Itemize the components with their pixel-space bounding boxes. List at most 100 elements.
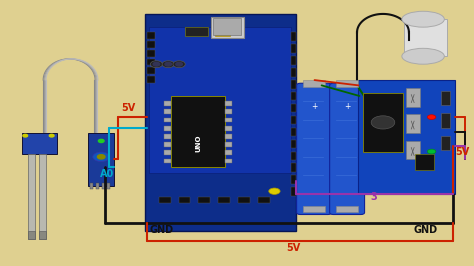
Text: UNO: UNO [195,135,201,152]
Circle shape [150,61,163,68]
Bar [88,133,114,186]
Bar [149,27,291,173]
Bar [291,104,296,112]
FancyBboxPatch shape [297,83,331,214]
Bar [291,32,296,41]
Bar [291,80,296,89]
Circle shape [49,134,54,137]
Bar [22,133,57,154]
Bar [218,197,230,203]
Bar [225,126,232,131]
Bar [147,41,155,48]
Bar [225,118,232,122]
Circle shape [93,152,109,161]
Bar [147,76,155,83]
Bar [291,56,296,65]
Circle shape [165,62,172,66]
Text: 5V: 5V [286,243,301,253]
Bar [211,16,244,38]
Bar [164,118,171,122]
Bar [225,159,232,163]
Bar [216,30,229,36]
Bar [96,183,99,189]
Ellipse shape [402,11,444,27]
Bar [147,59,155,65]
Text: -: - [346,189,348,198]
Circle shape [371,116,395,129]
Circle shape [428,149,436,154]
Bar [291,128,296,136]
Bar [291,187,296,196]
Bar [406,141,420,159]
Bar [107,183,110,189]
Text: 5V: 5V [455,147,469,156]
Bar [225,151,232,155]
Bar [28,154,35,239]
Bar [441,91,449,105]
Circle shape [99,139,104,143]
Bar [441,113,449,128]
Bar [147,32,155,39]
Bar [102,183,105,189]
Text: 3: 3 [370,192,377,202]
Bar [291,68,296,77]
Bar [336,80,358,87]
Bar [225,109,232,114]
Bar [179,197,191,203]
Circle shape [98,155,105,159]
Text: GND: GND [413,225,438,235]
Bar [39,231,46,239]
Bar [291,92,296,101]
Bar [39,154,46,239]
Bar [303,80,325,87]
Text: 5V: 5V [121,103,135,113]
Bar [159,197,171,203]
Bar [258,197,270,203]
Bar [291,175,296,184]
Bar [225,134,232,139]
Bar [363,93,403,152]
Bar [213,18,241,35]
Bar [358,80,455,194]
Circle shape [269,188,280,194]
Text: A0: A0 [100,169,114,179]
Bar [164,159,171,163]
Bar [164,109,171,114]
Circle shape [173,61,185,68]
Bar [199,197,210,203]
Ellipse shape [402,48,444,64]
Circle shape [153,62,160,66]
Bar [406,88,420,107]
Bar [291,116,296,124]
Bar [164,134,171,139]
Bar [147,50,155,57]
Text: +: + [311,102,317,111]
Bar [171,96,225,167]
Circle shape [176,62,182,66]
Bar [225,142,232,147]
Bar [406,114,420,133]
Bar [164,142,171,147]
Bar [291,163,296,172]
Bar [185,27,209,36]
Bar [291,152,296,160]
Bar [291,44,296,53]
Bar [147,67,155,74]
Circle shape [23,134,27,137]
Bar [336,206,358,212]
Bar [145,14,296,231]
Text: -: - [312,189,316,198]
FancyBboxPatch shape [329,83,365,214]
Bar [225,101,232,106]
Bar [28,231,35,239]
Circle shape [428,115,436,119]
Text: GND: GND [149,225,173,235]
Bar [303,206,325,212]
Circle shape [162,61,174,68]
Bar [404,19,447,56]
Bar [291,140,296,148]
Bar [91,183,93,189]
Text: +: + [344,102,350,111]
Bar [164,151,171,155]
Bar [415,154,434,170]
